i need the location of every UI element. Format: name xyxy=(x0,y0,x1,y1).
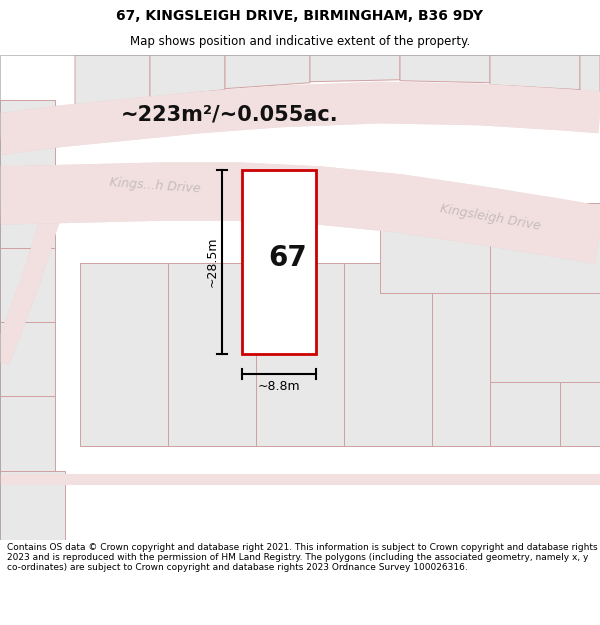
Text: Kings...h Drive: Kings...h Drive xyxy=(109,176,201,196)
Polygon shape xyxy=(490,55,580,89)
Bar xyxy=(344,263,432,446)
Polygon shape xyxy=(400,55,490,82)
Bar xyxy=(0,174,55,248)
Bar xyxy=(0,248,55,322)
Polygon shape xyxy=(310,55,400,82)
Bar xyxy=(490,382,560,446)
Bar xyxy=(168,263,256,446)
Text: ~223m²/~0.055ac.: ~223m²/~0.055ac. xyxy=(121,104,339,124)
Bar xyxy=(490,292,600,382)
Text: 67: 67 xyxy=(269,244,307,272)
Text: Kingsleigh Drive: Kingsleigh Drive xyxy=(439,202,541,232)
Bar xyxy=(380,204,490,292)
Polygon shape xyxy=(150,55,225,98)
Bar xyxy=(242,170,316,354)
Text: ~8.8m: ~8.8m xyxy=(257,380,301,393)
Bar xyxy=(0,322,55,396)
Bar xyxy=(520,263,600,446)
Text: Map shows position and indicative extent of the property.: Map shows position and indicative extent… xyxy=(130,35,470,48)
Polygon shape xyxy=(580,55,600,94)
Bar xyxy=(0,99,55,174)
Bar xyxy=(432,263,520,446)
Text: Contains OS data © Crown copyright and database right 2021. This information is : Contains OS data © Crown copyright and d… xyxy=(7,542,598,572)
Polygon shape xyxy=(75,55,150,109)
Bar xyxy=(256,263,344,446)
Polygon shape xyxy=(225,55,310,89)
Text: 67, KINGSLEIGH DRIVE, BIRMINGHAM, B36 9DY: 67, KINGSLEIGH DRIVE, BIRMINGHAM, B36 9D… xyxy=(116,9,484,24)
Bar xyxy=(490,204,600,292)
Bar xyxy=(0,396,55,471)
Bar xyxy=(80,263,168,446)
Text: ~28.5m: ~28.5m xyxy=(205,237,218,287)
Bar xyxy=(0,471,65,540)
